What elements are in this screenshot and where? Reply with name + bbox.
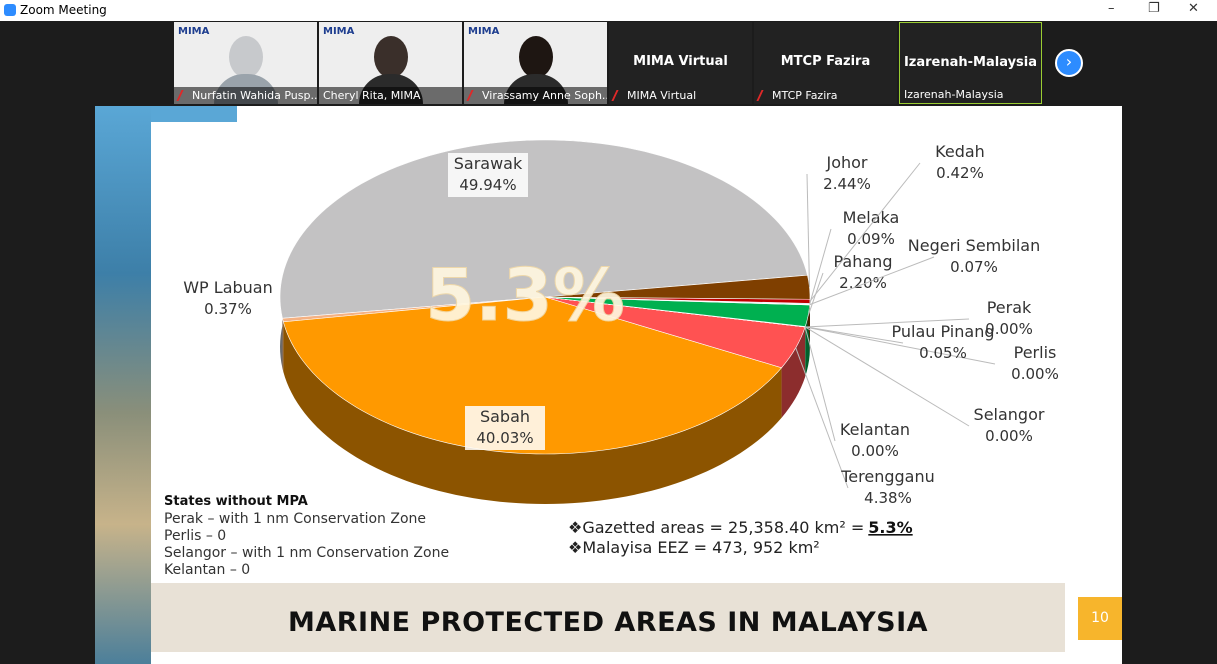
category-label: Negeri Sembilan bbox=[908, 236, 1041, 255]
no-mpa-line: Kelantan – 0 bbox=[164, 562, 250, 578]
no-mpa-line: Perlis – 0 bbox=[164, 528, 226, 544]
no-mpa-heading: States without MPA bbox=[164, 494, 308, 509]
video-tile[interactable]: Izarenah-Malaysia Izarenah-Malaysia bbox=[899, 22, 1042, 104]
category-label: Pulau Pinang bbox=[892, 322, 995, 341]
pie-slice-side bbox=[781, 326, 806, 418]
leader-line bbox=[805, 326, 996, 365]
slide-image bbox=[151, 106, 237, 122]
category-label: Selangor bbox=[974, 405, 1045, 424]
close-button[interactable]: ✕ bbox=[1188, 1, 1199, 16]
person bbox=[229, 36, 263, 78]
participant-name-large: Izarenah-Malaysia bbox=[903, 55, 1038, 70]
pie-slice-side bbox=[282, 318, 284, 372]
pie-slice bbox=[544, 296, 806, 369]
leader-line bbox=[805, 326, 904, 344]
person bbox=[519, 36, 553, 78]
value-label: 0.42% bbox=[936, 164, 984, 182]
leader-line bbox=[805, 318, 970, 328]
leader-line bbox=[809, 228, 832, 304]
category-label: WP Labuan bbox=[183, 278, 273, 297]
value-label: 40.03% bbox=[476, 429, 533, 447]
category-label: Terengganu bbox=[840, 467, 935, 486]
participant-name: Virassamy Anne Soph... bbox=[464, 87, 607, 104]
pie-slice bbox=[282, 296, 783, 455]
video-tile[interactable]: MIMA Nurfatin Wahida Pusp... bbox=[174, 22, 317, 104]
participant-name: MIMA Virtual bbox=[627, 89, 697, 102]
page-number: 10 bbox=[1078, 597, 1122, 640]
next-page-button[interactable]: › bbox=[1055, 49, 1083, 77]
fact-line: ❖Malayisa EEZ = 473, 952 km² bbox=[568, 538, 820, 557]
category-label: Kedah bbox=[935, 142, 985, 161]
label-background bbox=[465, 406, 545, 450]
category-label: Pahang bbox=[834, 252, 893, 271]
category-label: Perak bbox=[987, 298, 1032, 317]
logo: MIMA bbox=[468, 26, 500, 37]
value-label: 0.37% bbox=[204, 300, 252, 318]
leader-line bbox=[804, 326, 836, 442]
participant-name: Cheryl Rita, MIMA bbox=[319, 87, 462, 104]
video-tile[interactable]: MIMA Virassamy Anne Soph... bbox=[464, 22, 607, 104]
participant-name: Nurfatin Wahida Pusp... bbox=[174, 87, 317, 104]
window-title: Zoom Meeting bbox=[20, 3, 107, 17]
slide-title: MARINE PROTECTED AREAS IN MALAYSIA bbox=[151, 583, 1065, 652]
app-icon bbox=[4, 4, 16, 16]
value-label: 0.00% bbox=[1011, 365, 1059, 383]
person bbox=[374, 36, 408, 78]
category-label: Kelantan bbox=[840, 420, 910, 439]
leader-line bbox=[795, 347, 849, 489]
leader-line bbox=[804, 326, 970, 427]
slide-image bbox=[95, 106, 151, 664]
logo: MIMA bbox=[178, 26, 210, 37]
big-figure: 5.3% bbox=[425, 253, 625, 337]
value-label: 0.00% bbox=[851, 442, 899, 460]
value-label: 0.07% bbox=[950, 258, 998, 276]
pie-slice-side bbox=[283, 321, 782, 504]
value-label: 0.05% bbox=[919, 344, 967, 362]
value-label: 4.38% bbox=[864, 489, 912, 507]
pie-slice bbox=[544, 274, 811, 300]
value-label: 2.44% bbox=[823, 175, 871, 193]
leader-line bbox=[809, 162, 921, 302]
fact-line: ❖Gazetted areas = 25,358.40 km² = bbox=[568, 518, 864, 537]
pie-slice bbox=[279, 139, 808, 319]
value-label: 0.00% bbox=[985, 427, 1033, 445]
leader-line bbox=[809, 256, 935, 306]
label-background bbox=[448, 153, 528, 197]
no-mpa-line: Perak – with 1 nm Conservation Zone bbox=[164, 511, 426, 527]
participant-name: Izarenah-Malaysia bbox=[904, 88, 1004, 101]
participant-name-large: MTCP Fazira bbox=[780, 54, 871, 69]
minimize-button[interactable]: – bbox=[1108, 1, 1115, 16]
category-label: Sabah bbox=[480, 407, 530, 426]
leader-line bbox=[806, 173, 810, 288]
maximize-button[interactable]: ❐ bbox=[1148, 1, 1160, 16]
logo: MIMA bbox=[323, 26, 355, 37]
title-bar: Zoom Meeting – ❐ ✕ bbox=[0, 0, 1217, 21]
video-tile[interactable]: MIMA Cheryl Rita, MIMA bbox=[319, 22, 462, 104]
no-mpa-line: Selangor – with 1 nm Conservation Zone bbox=[164, 545, 449, 561]
category-label: Sarawak bbox=[454, 154, 523, 173]
fact-emphasis: 5.3% bbox=[868, 518, 912, 537]
participant-name-large: MIMA Virtual bbox=[633, 54, 728, 69]
category-label: Johor bbox=[825, 153, 867, 172]
value-label: 2.20% bbox=[839, 274, 887, 292]
value-label: 49.94% bbox=[459, 176, 516, 194]
value-label: 0.09% bbox=[847, 230, 895, 248]
category-label: Perlis bbox=[1014, 343, 1057, 362]
value-label: 0.00% bbox=[985, 320, 1033, 338]
video-tile[interactable]: MTCP Fazira MTCP Fazira bbox=[754, 22, 897, 104]
participant-name: MTCP Fazira bbox=[772, 89, 838, 102]
category-label: Melaka bbox=[843, 208, 900, 227]
video-tile[interactable]: MIMA Virtual MIMA Virtual bbox=[609, 22, 752, 104]
